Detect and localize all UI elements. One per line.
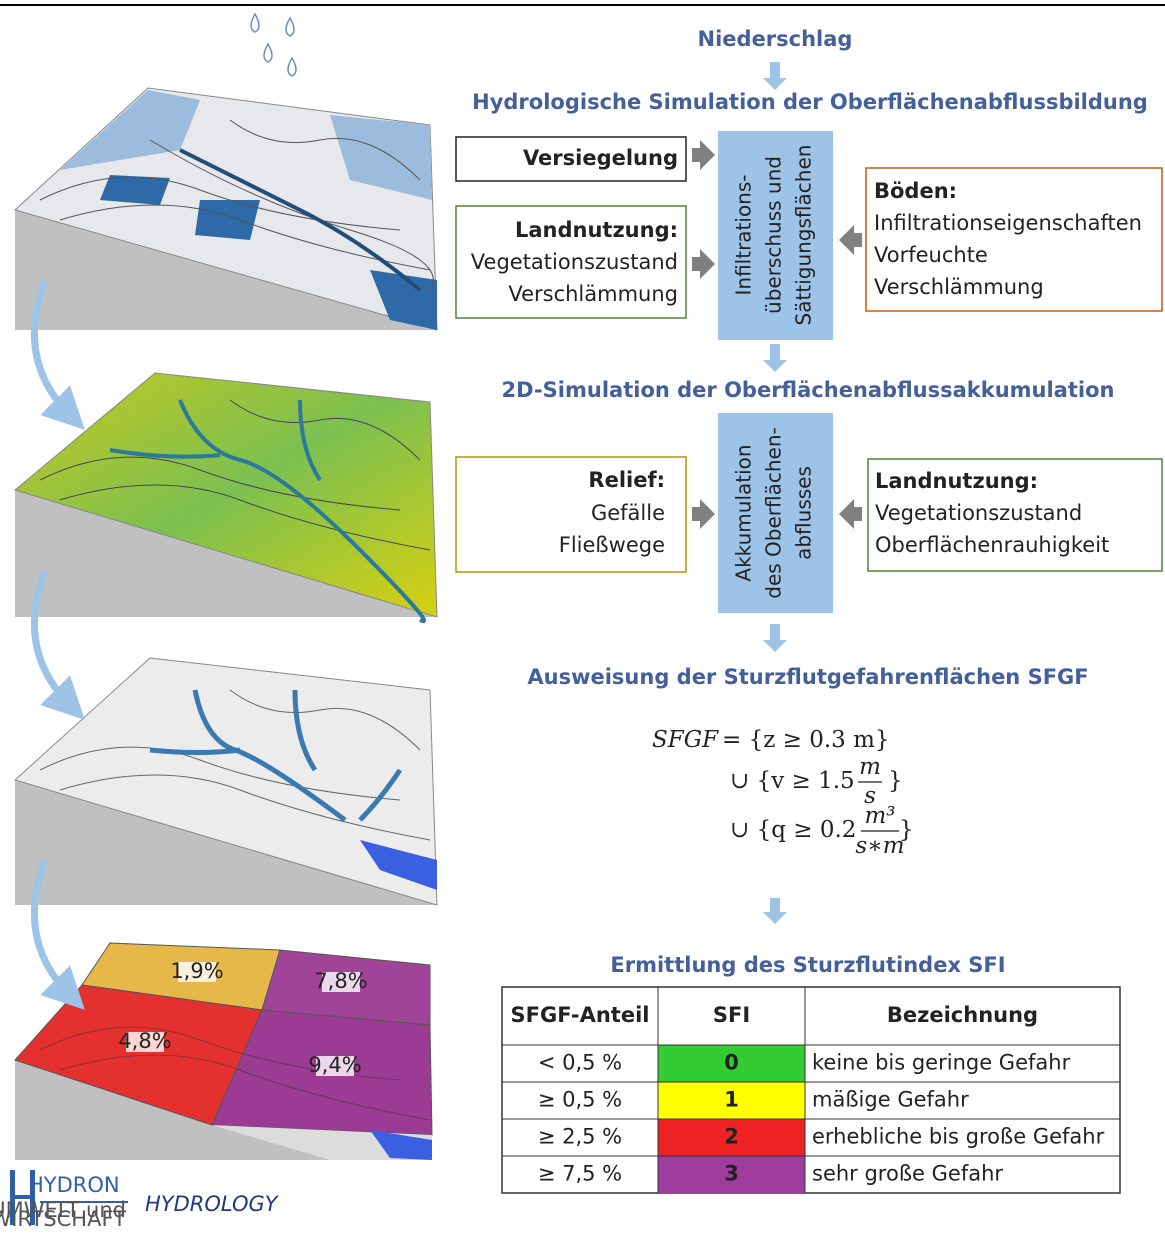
box [865,167,1163,312]
box-line: Fließwege [559,533,665,557]
center-line: Infiltrations- [732,175,756,296]
box-title: Relief: [588,468,665,492]
sfi-cell [658,1156,805,1193]
box-line: Verschlämmung [508,282,678,306]
hydron-sub: WASSERWIRTSCHAFT [0,1207,126,1231]
hydron-sub: UMWELT und [0,1198,126,1222]
center-line: Akkumulation [732,444,756,581]
center-box [718,131,833,340]
formula-close: } [899,817,914,843]
box-line: Vorfeuchte [874,243,988,267]
heading: 2D-Simulation der Oberflächenabflussakku… [502,378,1115,402]
table-cell: erhebliche bis große Gefahr [812,1125,1105,1149]
terrain-block-1 [14,87,438,331]
raindrops [250,12,297,77]
hydrology-logo: HYDROLOGY [145,1192,280,1216]
terrain-block-2 [13,372,438,624]
terrain-block-4: 1,9% 7,8% 4,8% 9,4% [14,942,433,1160]
center-line: überschuss und [762,156,786,314]
heading: Niederschlag [698,27,853,51]
map-label: 9,4% [308,1053,361,1077]
formula-row: ∪ {v ≥ 1.5 [730,768,855,794]
center-line: Sättigungsflächen [792,145,816,326]
table-cell: keine bis geringe Gefahr [812,1051,1071,1075]
formula-num: m³ [864,803,895,829]
logos: HYDRON UMWELT und WASSERWIRTSCHAFT HYDRO… [0,1170,280,1231]
box-line: Vegetationszustand [471,250,678,274]
table-header: SFGF-Anteil [510,1003,649,1027]
formula-row: ∪ {q ≥ 0.2 [730,817,856,843]
center-line: abflusses [792,466,816,560]
formula-den: s [864,783,876,809]
formula-lhs: SFGF [652,727,719,753]
heading: Ermittlung des Sturzflutindex SFI [610,953,1005,977]
map-label: 1,9% [170,959,223,983]
center-line: des Oberflächen- [762,427,786,598]
table-header: SFI [713,1003,750,1027]
table-cell: 2 [724,1125,739,1149]
box-line: Infiltrationseigenschaften [874,211,1142,235]
sfi-table: SFGF-Anteil SFI Bezeichnung < 0,5 % 0 keine b… [501,986,1121,1194]
box-line: Vegetationszustand [875,501,1082,525]
map-label: 4,8% [118,1029,171,1053]
table-frame [501,986,1121,1194]
box-title: Landnutzung: [515,218,678,242]
heading: Ausweisung der Sturzflutgefahrenflächen … [527,665,1088,689]
box [455,456,687,573]
table-cell: sehr große Gefahr [812,1162,1003,1186]
box-line: Gefälle [591,501,665,525]
formula-row: = {z ≥ 0.3 m} [722,727,890,753]
sfi-cell [658,1045,805,1082]
table-cell: 1 [724,1088,739,1112]
terrain-block-3 [14,657,438,906]
table-header: Bezeichnung [887,1003,1038,1027]
box-line: Oberflächenrauhigkeit [875,533,1109,557]
formula: SFGF = {z ≥ 0.3 m} ∪ {v ≥ 1.5 m s } ∪ {q… [652,727,914,859]
box-title: Landnutzung: [875,469,1038,493]
table-cell: 3 [724,1162,739,1186]
box-title: Böden: [874,179,957,203]
sfi-cell [658,1119,805,1156]
box-title: Versiegelung [523,146,678,170]
table-cell: < 0,5 % [538,1051,622,1075]
table-cell: mäßige Gefahr [812,1088,969,1112]
map-labels: 1,9% 7,8% 4,8% 9,4% [118,959,367,1077]
box [867,458,1163,572]
formula-num: m [859,754,881,780]
center-box [718,413,833,613]
box [455,136,687,182]
side-arrows [692,140,862,529]
table-cell: ≥ 0,5 % [538,1088,622,1112]
table-cell: 0 [724,1051,739,1075]
formula-close: } [888,768,903,794]
heading: Hydrologische Simulation der Oberflächen… [472,90,1148,114]
table-cell: ≥ 2,5 % [538,1125,622,1149]
hydron-logo: HYDRON [28,1173,120,1197]
table-cell: ≥ 7,5 % [538,1162,622,1186]
down-arrows [763,62,787,924]
box [455,205,687,319]
sfi-cell [658,1082,805,1119]
map-label: 7,8% [314,969,367,993]
flow-arrows [30,278,85,1010]
formula-den: s∗m [855,833,904,859]
box-line: Verschlämmung [874,275,1044,299]
